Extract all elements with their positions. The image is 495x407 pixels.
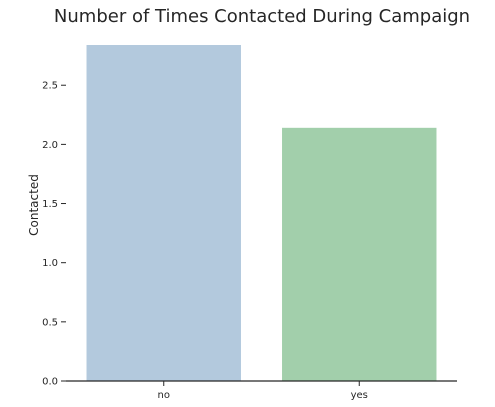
- bars-group: [86, 45, 437, 382]
- y-tick-label: 1.5: [42, 199, 58, 210]
- y-tick-label: 2.5: [42, 81, 58, 92]
- x-axis: no yes: [66, 380, 457, 401]
- y-axis: 0.0 0.5 1.0 1.5 2.0 2.5: [42, 81, 66, 388]
- y-tick-label: 1.0: [42, 258, 58, 269]
- bar-no: [86, 45, 241, 381]
- x-tick-label-yes: yes: [351, 390, 368, 401]
- y-tick-label: 2.0: [42, 140, 58, 151]
- x-tick-label-no: no: [158, 390, 170, 401]
- y-tick-label: 0.5: [42, 317, 58, 328]
- y-tick-label: 0.0: [42, 377, 58, 388]
- chart-title: Number of Times Contacted During Campaig…: [54, 6, 470, 27]
- bar-yes: [282, 127, 437, 382]
- y-axis-label: Contacted: [27, 174, 41, 236]
